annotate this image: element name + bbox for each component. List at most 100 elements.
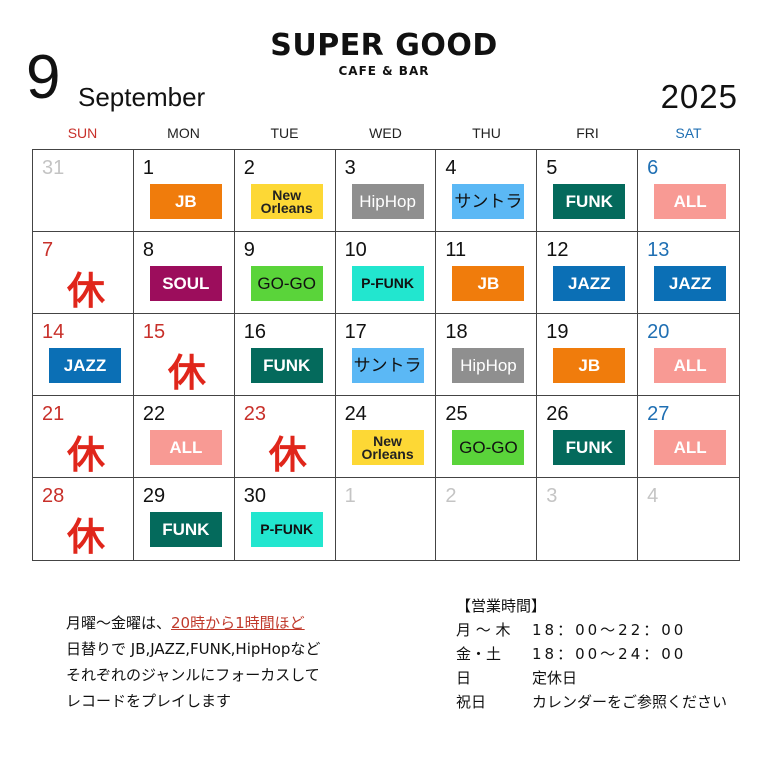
day-number: 28 — [42, 485, 65, 507]
genre-badge: ALL — [654, 348, 727, 383]
day-cell: 14 JAZZ — [33, 314, 134, 396]
genre-badge: サントラ — [351, 348, 424, 383]
genre-badge: ALL — [149, 430, 222, 465]
day-number: 27 — [647, 403, 670, 425]
hours-time: 定休日 — [532, 669, 578, 687]
genre-badge: P-FUNK — [351, 266, 424, 301]
genre-badge: JAZZ — [49, 348, 121, 383]
weekday-thu: THU — [472, 125, 501, 141]
day-cell: 23 休 — [234, 396, 336, 478]
genre-badge: JAZZ — [654, 266, 727, 301]
genre-badge: FUNK — [553, 184, 626, 219]
day-number: 3 — [546, 485, 558, 507]
day-cell: 30 P-FUNK — [235, 478, 336, 560]
genre-badge: ALL — [654, 430, 727, 465]
day-cell: 12 JAZZ — [537, 232, 639, 314]
genre-badge: New Orleans — [250, 184, 323, 219]
day-cell: 28 休 — [33, 478, 134, 560]
day-number: 2 — [445, 485, 457, 507]
month-number: 9 — [26, 43, 61, 112]
notes-highlight: 20時から1時間ほど — [171, 614, 305, 632]
hours-row: 月 〜 木 18：00～22：00 — [456, 618, 727, 642]
day-cell: 9 GO-GO — [234, 232, 336, 314]
day-number: 1 — [344, 485, 356, 507]
day-number: 11 — [445, 239, 467, 261]
day-number: 20 — [647, 321, 670, 343]
genre-badge: FUNK — [553, 430, 626, 465]
day-number: 14 — [42, 321, 65, 343]
day-cell: 1 JB — [133, 150, 235, 232]
genre-badge: HipHop — [351, 184, 424, 219]
genre-badge: GO-GO — [250, 266, 323, 301]
day-number: 15 — [142, 321, 166, 343]
day-cell: 10 P-FUNK — [335, 232, 437, 314]
day-number: 12 — [546, 239, 569, 261]
day-number: 9 — [243, 239, 255, 261]
day-cell: 29 FUNK — [134, 478, 235, 560]
genre-badge: ALL — [654, 184, 727, 219]
day-number: 25 — [445, 403, 468, 425]
day-number: 19 — [546, 321, 569, 343]
hours-row: 祝日 カレンダーをご参照ください — [456, 690, 727, 714]
closed-mark: 休 — [67, 269, 106, 313]
day-number: 31 — [42, 157, 65, 179]
day-number: 18 — [445, 321, 468, 343]
notes-line1: 月曜〜金曜は、 — [66, 614, 172, 632]
day-cell: 18 HipHop — [436, 314, 538, 396]
day-cell: 27 ALL — [638, 396, 739, 478]
day-cell: 16 FUNK — [234, 314, 336, 396]
year: 2025 — [660, 78, 738, 115]
day-number: 21 — [42, 403, 65, 425]
day-number: 5 — [546, 157, 558, 179]
day-number: 10 — [344, 239, 367, 261]
weekday-tue: TUE — [270, 125, 299, 141]
hours-day: 日 — [456, 669, 472, 687]
hours-day: 月 〜 木 — [456, 621, 511, 639]
hours-day: 金・土 — [456, 645, 502, 663]
logo-subtitle: CAFE & BAR — [338, 64, 430, 78]
business-hours: 【営業時間】 月 〜 木 18：00～22：00 金・土 18：00～24：00 日 定休… — [456, 594, 727, 714]
notes-line2: 日替りで JB,JAZZ,FUNK,HipHopなど — [66, 640, 321, 658]
day-number: 4 — [445, 157, 457, 179]
day-number: 2 — [243, 157, 255, 179]
genre-badge: SOUL — [149, 266, 222, 301]
day-number: 3 — [344, 157, 356, 179]
day-cell: 17 サントラ — [335, 314, 437, 396]
genre-badge: JAZZ — [553, 266, 626, 301]
day-number: 29 — [142, 485, 166, 507]
day-number: 30 — [243, 485, 266, 507]
weekday-wed: WED — [369, 125, 402, 141]
closed-mark: 休 — [268, 433, 307, 477]
closed-mark: 休 — [167, 351, 206, 395]
notes: 月曜〜金曜は、20時から1時間ほど 日替りで JB,JAZZ,FUNK,HipH… — [66, 610, 320, 714]
hours-title: 【営業時間】 — [456, 597, 547, 615]
day-cell: 4 — [638, 478, 739, 560]
closed-mark: 休 — [67, 515, 106, 559]
weekday-sun: SUN — [67, 125, 98, 141]
day-cell: 19 JB — [537, 314, 639, 396]
genre-badge: サントラ — [452, 184, 525, 219]
genre-badge: GO-GO — [452, 430, 525, 465]
day-cell: 8 SOUL — [133, 232, 235, 314]
day-cell: 25 GO-GO — [436, 396, 538, 478]
hours-time: 18：00～22：00 — [532, 621, 687, 639]
day-cell: 31 — [33, 150, 134, 232]
genre-badge: JB — [452, 266, 525, 301]
genre-badge: JB — [149, 184, 222, 219]
day-number: 17 — [344, 321, 367, 343]
day-number: 8 — [142, 239, 154, 261]
day-number: 22 — [142, 403, 166, 425]
genre-badge: New Orleans — [351, 430, 424, 465]
genre-badge: JB — [553, 348, 626, 383]
day-number: 4 — [647, 485, 659, 507]
genre-badge: P-FUNK — [250, 512, 323, 547]
weekday-mon: MON — [167, 125, 200, 141]
month-name: September — [78, 82, 206, 112]
day-number: 6 — [647, 157, 659, 179]
weekday-fri: FRI — [576, 125, 599, 141]
day-cell: 6 ALL — [638, 150, 739, 232]
day-cell: 5 FUNK — [537, 150, 639, 232]
day-number: 1 — [142, 157, 154, 179]
